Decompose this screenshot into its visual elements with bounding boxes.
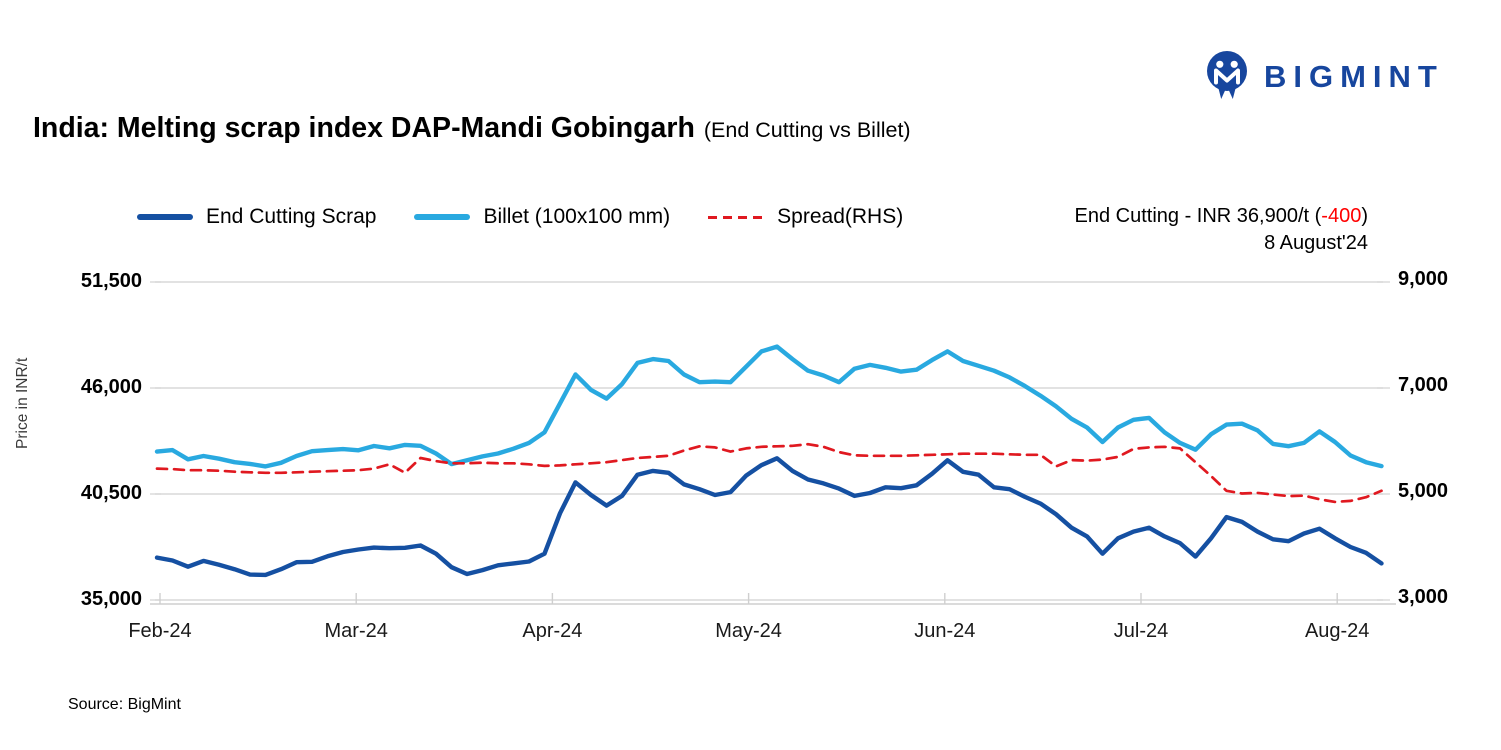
chart-title: India: Melting scrap index DAP-Mandi Gob… (33, 112, 911, 145)
plot-area (150, 281, 1396, 605)
series-line-end-cutting-scrap (154, 456, 1384, 578)
x-axis-tick-label: Jul-24 (1113, 620, 1169, 642)
price-delta: -400 (1321, 205, 1362, 227)
bigmint-logo: BIGMINT (1204, 50, 1444, 103)
legend-item-billet: Billet (100x100 mm) (414, 205, 670, 229)
latest-price-annotation: End Cutting - INR 36,900/t (-400) 8 Augu… (1075, 203, 1369, 257)
left-axis-tick-labels: 51,500 46,000 40,500 35,000 (36, 0, 142, 750)
right-axis-tick-label: 7,000 (1398, 374, 1449, 396)
bigmint-logo-icon (1207, 51, 1247, 99)
legend-label-billet: Billet (100x100 mm) (483, 205, 671, 228)
x-axis-tick-label: Mar-24 (324, 620, 388, 642)
bigmint-wordmark: BIGMINT (1264, 58, 1444, 94)
billet-line-swatch (414, 214, 471, 220)
series-line-billet-100x100-mm (154, 344, 1384, 469)
right-axis-tick-label: 5,000 (1398, 480, 1449, 502)
legend-item-end-cutting: End Cutting Scrap (137, 205, 376, 229)
legend-item-spread: Spread(RHS) (708, 205, 903, 229)
left-axis-tick-label: 35,000 (80, 588, 142, 610)
left-axis-tick-label: 51,500 (80, 270, 142, 292)
x-axis-tick-label: Aug-24 (1304, 620, 1370, 642)
x-axis-tick-label: Jun-24 (914, 620, 976, 642)
end-cutting-line-swatch (137, 214, 193, 220)
x-axis-tick-label: Apr-24 (522, 620, 583, 642)
left-axis-tick-label: 40,500 (80, 482, 142, 504)
right-axis-tick-labels: 9,000 7,000 5,000 3,000 (1398, 0, 1498, 750)
annotation-date: 8 August'24 (1264, 232, 1368, 254)
chart-title-main: India: Melting scrap index DAP-Mandi Gob… (33, 112, 695, 144)
right-axis-tick-label: 9,000 (1398, 268, 1449, 290)
source-note: Source: BigMint (68, 696, 181, 713)
chart-title-sub: (End Cutting vs Billet) (703, 118, 911, 142)
legend-label-spread: Spread(RHS) (777, 205, 904, 228)
series-line-spread-rhs (155, 442, 1383, 504)
legend-label-end-cutting: End Cutting Scrap (206, 205, 377, 228)
annotation-price-line: End Cutting - INR 36,900/t (-400) (1074, 205, 1369, 227)
chart-legend: End Cutting Scrap Billet (100x100 mm) Sp… (137, 205, 903, 229)
right-axis-tick-label: 3,000 (1398, 586, 1449, 608)
spread-line-swatch (708, 215, 765, 219)
left-axis-tick-label: 46,000 (80, 376, 142, 398)
left-axis-title: Price in INR/t (14, 357, 31, 449)
x-axis-tick-label: May-24 (715, 620, 782, 642)
